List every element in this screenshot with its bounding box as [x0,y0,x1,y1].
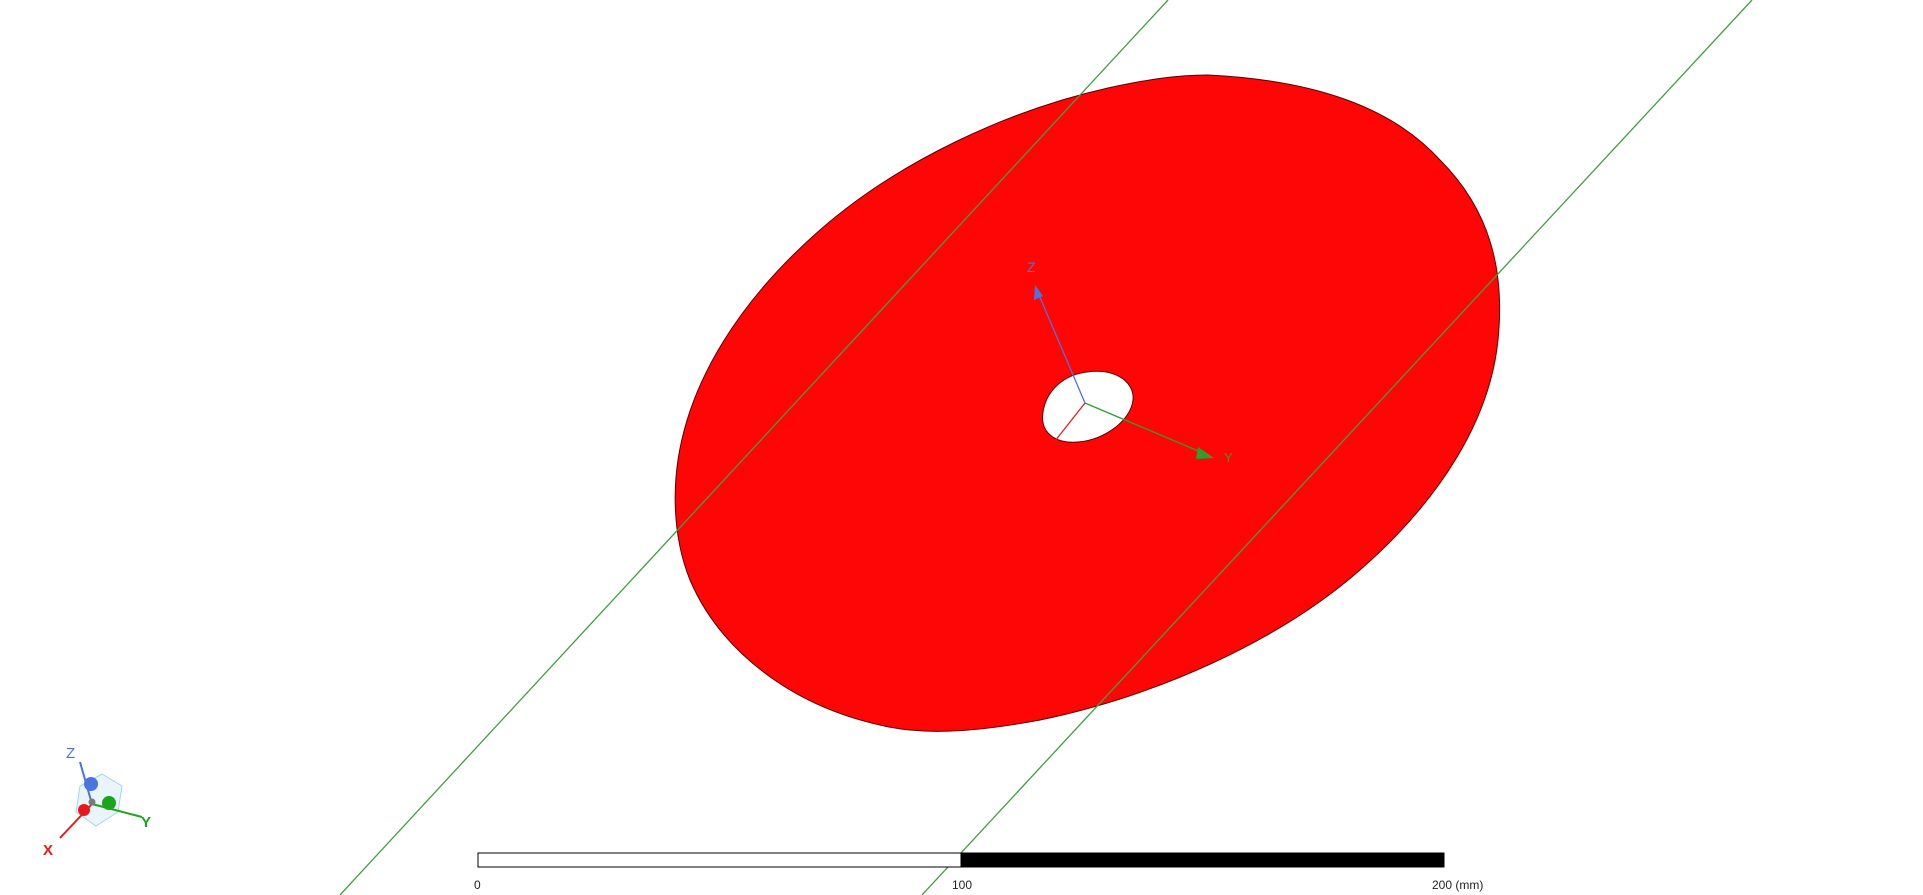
local-x-axis [1054,402,1086,442]
scale-tick-label-start: 0 [474,878,481,892]
local-z-axis [1035,287,1086,404]
local-z-label: Z [1027,259,1036,275]
triad-x-knob-icon [78,804,90,816]
local-coordinate-system: Y Z [1027,259,1233,465]
local-z-arrowhead [1034,285,1043,300]
local-y-arrowhead [1196,447,1214,459]
disc-face[interactable] [674,74,1501,732]
local-y-axis [1084,402,1211,457]
triad-origin-icon [88,798,96,806]
plane-edge-line-left [339,0,1169,895]
scale-tick-label-mid: 100 [952,878,972,892]
scale-bar-segment-dark [960,852,1445,868]
triad-z-knob-icon [84,777,98,791]
scale-bar: 0 100 200 (mm) [474,852,1483,892]
scale-tick-label-end: 200 (mm) [1432,878,1483,892]
triad-x-label: X [43,842,53,859]
orientation-triad[interactable]: Z Y X [43,745,151,859]
local-y-label: Y [1224,450,1233,465]
plane-edge-line-right [921,0,1753,895]
scale-bar-segment-light [477,852,962,868]
triad-z-label: Z [66,745,75,762]
triad-y-label: Y [141,814,151,831]
triad-y-knob-icon [102,796,116,810]
triad-y-axis [91,803,143,818]
